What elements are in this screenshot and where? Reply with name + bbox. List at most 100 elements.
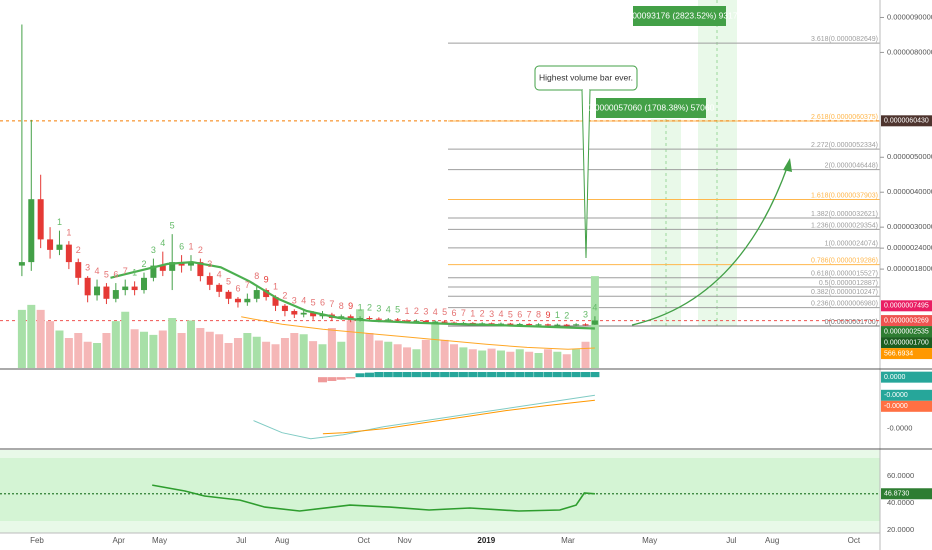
price-badge-label: 0.0000060430	[884, 118, 929, 125]
volume-bar	[393, 344, 402, 368]
fib-label: 0.5(0.0000012887)	[819, 280, 878, 287]
candle-body	[75, 262, 82, 278]
volume-bar	[421, 339, 430, 368]
price-badge	[881, 315, 932, 327]
candle-body	[422, 320, 429, 323]
macd-histogram	[496, 372, 506, 378]
td-count: 8	[536, 310, 541, 320]
td-count: 2	[282, 290, 287, 300]
candle-body	[300, 312, 307, 315]
callout-text: Highest volume bar ever.	[539, 72, 633, 82]
td-count: 8	[254, 271, 259, 281]
volume-bar	[205, 331, 214, 368]
fib-label: 0(0.0000001700)	[825, 319, 878, 326]
fib-label: 1.236(0.0000029354)	[811, 222, 878, 229]
td-count: 3	[489, 309, 494, 319]
td-count: 1	[273, 282, 278, 292]
candle-body	[263, 290, 270, 298]
candle-body	[141, 277, 148, 291]
y-tick-label: 0.0000024000	[887, 243, 932, 252]
price-badge-label: 0.0000007495	[884, 303, 929, 310]
y-tick-label: 0.0000080000	[887, 47, 932, 56]
fib-label: 0.382(0.0000010247)	[811, 289, 878, 296]
volume-bar	[543, 349, 552, 368]
macd-histogram	[524, 372, 534, 378]
x-tick-label: Oct	[358, 536, 371, 545]
y-tick-label: 0.0000090000	[887, 12, 932, 21]
volume-bar	[384, 341, 393, 368]
td-count: 1	[57, 217, 62, 227]
candle-body	[216, 284, 223, 292]
macd-histogram	[515, 372, 525, 378]
td-count: 4	[301, 296, 306, 306]
volume-bar	[168, 318, 177, 368]
volume-bar	[177, 333, 186, 368]
candle-body	[591, 320, 598, 325]
volume-bar	[196, 328, 205, 368]
price-badge	[881, 371, 932, 383]
volume-bar	[496, 350, 505, 368]
volume-bar	[64, 338, 73, 368]
candle-body	[544, 324, 551, 326]
price-badge	[881, 300, 932, 312]
td-count: 1	[555, 310, 560, 320]
candle-body	[234, 298, 241, 303]
callout-pointer	[581, 89, 591, 259]
volume-bar	[46, 321, 55, 368]
td-count: 6	[235, 283, 240, 293]
td-count: 3	[376, 304, 381, 314]
macd-histogram	[458, 372, 468, 378]
candle-body	[94, 286, 101, 296]
candle-body	[563, 324, 570, 326]
volume-bar	[290, 333, 299, 368]
x-tick-label: May	[642, 536, 657, 545]
macd-histogram	[336, 377, 346, 380]
candle-body	[441, 321, 448, 323]
candle-body	[526, 323, 533, 325]
price-axis	[880, 0, 932, 550]
candle-body	[253, 290, 260, 299]
candle-body	[225, 291, 232, 299]
x-tick-label: Aug	[275, 536, 289, 545]
candle-body	[169, 262, 176, 271]
macd-histogram	[411, 372, 421, 378]
volume-bar	[337, 341, 346, 368]
td-count: 9	[264, 275, 269, 285]
candle-body	[28, 199, 35, 263]
fib-label: 3.618(0.0000082649)	[811, 36, 878, 43]
td-count: 2	[142, 259, 147, 269]
fib-label: 2.272(0.0000052334)	[811, 142, 878, 149]
price-badge-label: -0.0000	[884, 403, 908, 410]
candle-body	[291, 311, 298, 315]
price-badge	[881, 389, 932, 401]
target-label: 0.0000057060 (1708.38%) 57060	[588, 102, 715, 112]
fib-label: 0.786(0.0000019286)	[811, 257, 878, 264]
macd-histogram	[430, 372, 440, 378]
macd-histogram	[468, 372, 478, 378]
arrow-head	[783, 158, 792, 172]
volume-bar	[243, 333, 252, 368]
x-tick-label: Jul	[236, 536, 246, 545]
candle-body	[65, 244, 72, 263]
plot: 3.618(0.0000082649) 2.618(0.0000060375) 2.…	[0, 24, 880, 512]
td-count: 4	[592, 303, 597, 313]
volume-bar	[74, 333, 83, 368]
volume-bar	[515, 349, 524, 368]
macd-histogram	[317, 377, 327, 383]
macd-histogram	[487, 372, 497, 378]
moving-average	[110, 260, 595, 330]
td-count: 7	[527, 310, 532, 320]
macd-histogram	[571, 372, 581, 378]
td-count: 3	[207, 259, 212, 269]
candle-body	[18, 262, 25, 266]
candle-body	[37, 199, 44, 240]
td-count: 8	[339, 301, 344, 311]
price-badge-label: 0.0000	[884, 374, 906, 381]
volume-bar	[27, 304, 36, 368]
td-count: 1	[66, 228, 71, 238]
x-tick-label: Nov	[397, 536, 411, 545]
td-count: 3	[292, 296, 297, 306]
volume-bar	[309, 341, 318, 368]
